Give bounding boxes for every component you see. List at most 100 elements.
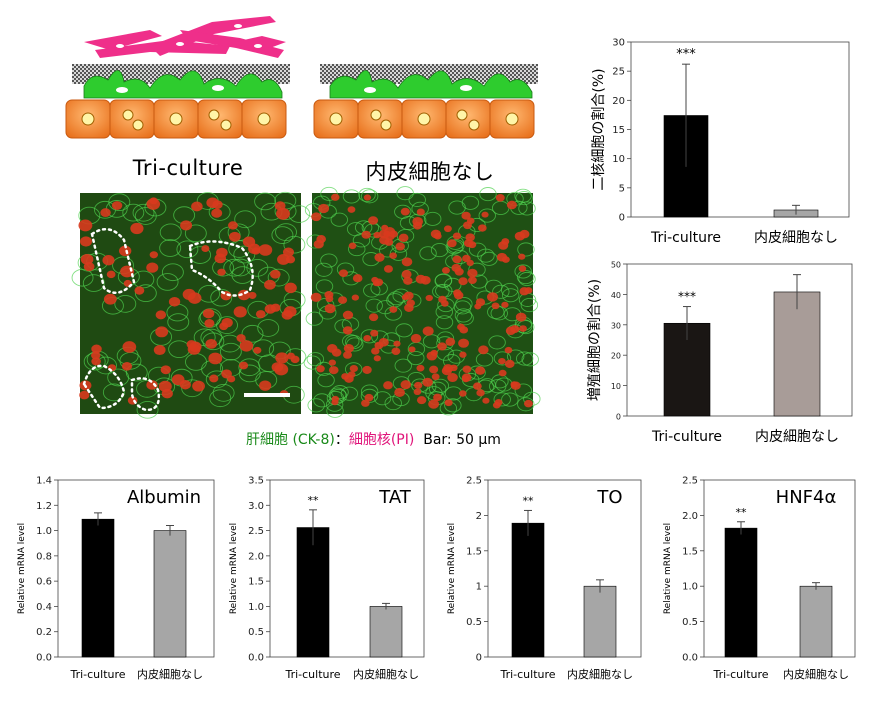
y-tick-label: 0.5	[248, 627, 264, 638]
significance-marker: ***	[676, 47, 696, 62]
y-tick-label: 20	[611, 352, 621, 361]
membrane	[72, 64, 290, 84]
category-label: 内皮細胞なし	[137, 667, 203, 681]
y-tick-label: 2.5	[466, 476, 482, 487]
y-tick-label: 40	[611, 291, 621, 300]
y-tick-label: 10	[612, 154, 625, 165]
y-tick-label: 0	[616, 413, 621, 422]
y-tick-label: 1	[476, 582, 482, 593]
y-tick-label: 3.5	[248, 476, 264, 487]
schematic-tri-culture	[65, 16, 290, 139]
y-tick-label: 1.2	[36, 501, 52, 512]
chart-to: 0 0.5 1 1.5 2 2.5 Relative mRNA level ** Tri-cul…	[447, 476, 642, 681]
y-tick-label: 25	[612, 67, 625, 78]
category-label: 内皮細胞なし	[567, 667, 633, 681]
y-tick-label: 1.5	[248, 577, 264, 588]
y-tick-label: 30	[612, 38, 625, 49]
membrane	[320, 64, 538, 84]
y-tick-label: 0.8	[36, 551, 52, 562]
hepatocyte-row	[313, 99, 535, 139]
plot-frame	[487, 479, 642, 658]
y-tick-label: 1.5	[682, 546, 698, 557]
bar-tri-culture	[511, 522, 545, 658]
y-tick-label: 0.0	[682, 653, 698, 664]
bar-tri-culture	[81, 518, 115, 658]
significance-marker: ***	[678, 290, 696, 304]
legend-scalebar: Bar: 50 μm	[423, 432, 501, 448]
y-tick-label: 0.5	[466, 617, 482, 628]
chart-proliferating: 0 10 20 30 40 50 増殖細胞の割合(%) *** Tri-culture 内皮細胞な…	[586, 261, 853, 445]
scale-bar	[244, 393, 290, 397]
y-tick-label: 30	[611, 321, 621, 330]
y-tick-label: 1.0	[682, 582, 698, 593]
y-axis-label: Relative mRNA level	[17, 523, 27, 614]
y-tick-label: 2.5	[248, 526, 264, 537]
plot-frame	[57, 479, 215, 658]
y-tick-label: 20	[612, 96, 625, 107]
y-tick-label: 2.0	[682, 511, 698, 522]
chart-title: TO	[596, 487, 622, 508]
y-axis-label: Relative mRNA level	[663, 523, 673, 614]
schematic-label-no-endothelial: 内皮細胞なし	[365, 160, 495, 184]
category-label: 内皮細胞なし	[754, 230, 838, 246]
legend-separator: ：	[334, 432, 349, 448]
category-label: Tri-culture	[650, 230, 721, 246]
chart-title: HNF4α	[776, 487, 837, 508]
significance-marker: **	[308, 494, 320, 507]
bar-tri-culture	[296, 527, 330, 658]
y-tick-label: 0.5	[682, 617, 698, 628]
y-tick-label: 15	[612, 125, 625, 136]
y-axis-label: Relative mRNA level	[229, 523, 239, 614]
category-label: Tri-culture	[69, 668, 125, 681]
y-axis-label: 二核細胞の割合(%)	[590, 68, 607, 190]
significance-marker: **	[523, 494, 535, 507]
y-tick-label: 1.5	[466, 546, 482, 557]
chart-albumin: 0.0 0.2 0.4 0.6 0.8 1.0 1.2 1.4 Relative mRNA le…	[17, 476, 215, 681]
y-tick-label: 0.0	[248, 653, 264, 664]
endothelial-cells	[84, 16, 286, 58]
y-tick-label: 3.0	[248, 501, 264, 512]
category-label: 内皮細胞なし	[755, 429, 839, 445]
schematic-no-endothelial	[313, 64, 538, 139]
micrograph-no-endothelial	[303, 186, 541, 418]
y-tick-label: 0.2	[36, 627, 52, 638]
y-tick-label: 2.0	[248, 551, 264, 562]
bar-no-endothelial	[773, 291, 821, 417]
schematic-label-tri-culture: Tri-culture	[132, 156, 244, 180]
stellate-cells	[329, 70, 533, 99]
y-tick-label: 0	[476, 653, 482, 664]
y-axis-label: 増殖細胞の割合(%)	[586, 279, 603, 401]
chart-title: Albumin	[127, 487, 201, 508]
y-tick-label: 1.0	[248, 602, 264, 613]
chart-tat: 0.0 0.5 1.0 1.5 2.0 2.5 3.0 3.5 Relative mRNA le…	[229, 476, 425, 681]
bar-no-endothelial	[153, 530, 187, 658]
y-tick-label: 10	[611, 382, 621, 391]
category-label: Tri-culture	[499, 668, 555, 681]
y-tick-label: 2.5	[682, 476, 698, 487]
y-tick-label: 2	[476, 511, 482, 522]
category-label: Tri-culture	[284, 668, 340, 681]
category-label: Tri-culture	[712, 668, 768, 681]
category-label: 内皮細胞なし	[783, 667, 849, 681]
y-tick-label: 0.0	[36, 653, 52, 664]
chart-title: TAT	[378, 487, 412, 508]
bar-no-endothelial	[799, 585, 833, 658]
chart-hnf4a: 0.0 0.5 1.0 1.5 2.0 2.5 Relative mRNA level ** T…	[663, 476, 856, 681]
micrograph-legend: 肝細胞 (CK-8)：細胞核(PI) Bar: 50 μm	[246, 429, 501, 449]
y-tick-label: 5	[619, 183, 625, 194]
micrograph-tri-culture	[71, 191, 311, 419]
y-tick-label: 50	[611, 261, 621, 270]
y-tick-label: 0.6	[36, 577, 52, 588]
y-axis-label: Relative mRNA level	[447, 523, 457, 614]
chart-binuclear: 0 5 10 15 20 25 30 二核細胞の割合(%) *** Tri-culture 内皮細胞…	[590, 38, 850, 246]
y-tick-label: 1.0	[36, 526, 52, 537]
stellate-cells	[83, 70, 283, 99]
category-label: Tri-culture	[651, 429, 722, 445]
category-label: 内皮細胞なし	[353, 667, 419, 681]
plot-frame	[269, 479, 425, 658]
bar-tri-culture	[724, 527, 758, 658]
y-tick-label: 0.4	[36, 602, 52, 613]
plot-frame	[626, 263, 853, 417]
bar-no-endothelial	[369, 606, 403, 658]
